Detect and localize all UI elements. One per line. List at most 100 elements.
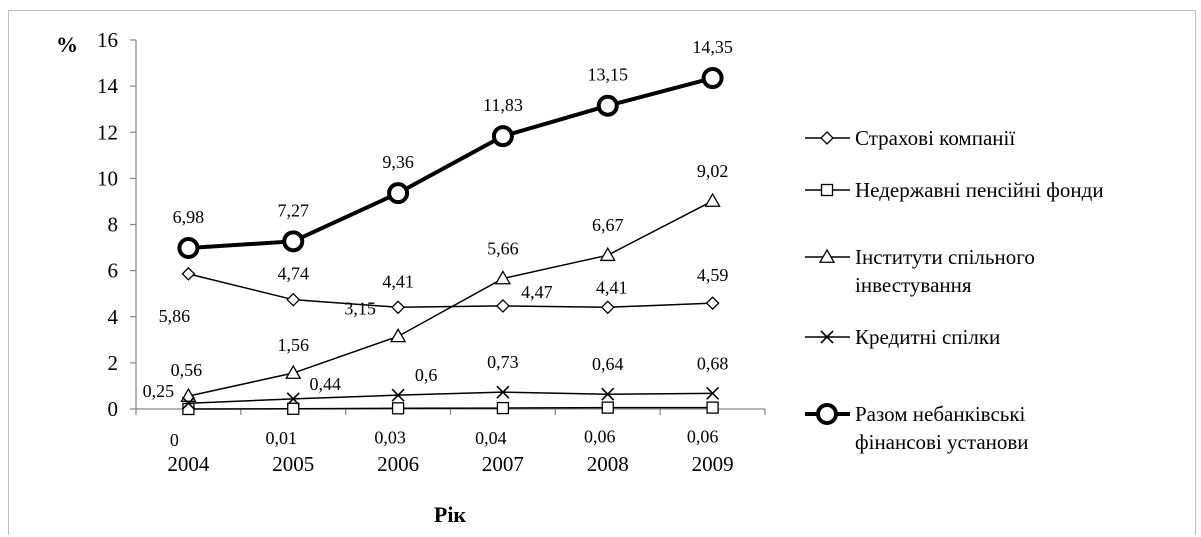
triangle-marker [494,270,512,285]
data-label: 4,59 [697,265,729,285]
y-tick-label: 12 [97,120,118,144]
x-marker-stroke [391,388,405,402]
x-marker-stroke [496,385,510,399]
triangle-marker [180,387,197,402]
square-marker [287,402,300,415]
circle-marker [491,125,514,148]
legend-label: фінансові установи [855,430,1029,454]
data-label: 5,66 [487,238,519,258]
diamond-marker [705,296,720,311]
data-label: 0,03 [374,427,406,447]
legend-diamond-marker [820,131,834,145]
series-line [188,76,714,251]
legend-label: Недержавні пенсійні фонди [855,178,1104,202]
series-line [188,391,713,404]
circle-marker [596,94,619,117]
x-tick-label: 2004 [167,452,210,476]
x-marker-stroke [820,330,834,344]
y-tick-label: 0 [108,397,119,421]
legend-label: Інститути спільного [855,245,1035,269]
series-line [188,200,713,397]
x-marker-stroke [601,387,615,401]
data-label: 5,86 [159,306,191,326]
legend-triangle-marker [818,248,836,263]
data-label: 0,56 [171,360,203,380]
data-label: 0,25 [143,381,175,401]
data-label: 9,36 [382,152,414,172]
x-tick-label: 2008 [587,452,629,476]
x-marker [181,396,195,410]
data-label: 0 [170,430,179,450]
y-tick-label: 8 [108,213,119,237]
data-label: 6,67 [592,215,624,235]
triangle-marker [599,246,616,262]
x-marker-stroke [706,386,720,400]
series-layer [177,67,724,416]
triangle-marker [389,328,407,343]
data-label: 0,04 [475,428,507,448]
x-marker [286,392,300,406]
data-label: 1,56 [278,335,310,355]
y-tick-label: 4 [108,305,119,329]
legend-entry-1: Страхові компанії [805,126,1015,150]
x-axis-label: Рік [434,502,467,527]
x-marker-stroke [286,392,300,406]
data-label: 3,15 [344,298,376,318]
data-label: 9,02 [697,161,729,181]
square-marker [601,401,614,414]
series-4 [181,385,720,410]
legend-label: Страхові компанії [855,126,1015,150]
data-label: 4,41 [382,271,414,291]
x-marker [706,386,720,400]
x-tick-label: 2009 [692,452,734,476]
series-5 [177,67,724,260]
data-label: 0,06 [584,427,616,447]
x-marker [601,387,615,401]
chart-axes: 0 2 4 6 8 10 12 14 16 2004 2005 2006 2007 2008 2009 [97,28,766,476]
legend-square-marker [820,183,834,197]
y-tick-label: 2 [108,351,119,375]
data-labels-layer: 5,86 4,74 4,41 4,47 4,41 4,59 0 0,01 0,03 0,04 0,0… [143,37,733,450]
legend-circle-marker [816,403,838,425]
x-marker [391,388,405,402]
diamond-marker [286,292,301,307]
x-marker [496,385,510,399]
data-label: 4,47 [521,282,553,302]
series-line [188,406,713,410]
data-label: 6,98 [173,207,205,227]
diamond-marker [600,300,615,315]
data-label: 0,01 [266,428,298,448]
data-label: 0,64 [592,354,624,374]
data-label: 0,06 [687,427,719,447]
legend-entry-4: Кредитні спілки [805,325,1000,349]
square-marker [182,402,195,416]
legend-label: Разом небанківські [855,402,1026,426]
y-axis-label: % [56,32,78,57]
data-label: 0,73 [487,352,519,372]
series-1 [181,266,720,315]
diamond-marker [181,266,196,281]
legend-entry-2: Недержавні пенсійні фонди [805,178,1104,202]
legend-entry-5: Разом небанківські фінансові установи [805,402,1029,454]
x-tick-label: 2007 [482,452,524,476]
legend-entry-3: Інститути спільного інвестування [805,245,1035,297]
data-label: 4,74 [278,264,310,284]
square-marker [496,401,510,415]
legend-label: Кредитні спілки [855,325,1000,349]
triangle-marker [704,192,721,207]
data-label: 0,6 [415,365,438,385]
x-tick-label: 2006 [377,452,419,476]
diamond-marker [495,298,510,313]
data-label: 7,27 [278,200,310,220]
data-label: 0,68 [697,353,729,373]
circle-marker [701,67,724,90]
circle-marker [387,182,410,205]
y-tick-label: 14 [97,74,119,98]
y-tick-label: 10 [97,166,118,190]
legend-label: інвестування [855,273,972,297]
chart-frame [8,10,1196,535]
data-label: 4,41 [596,277,628,297]
data-label: 0,44 [310,374,342,394]
data-label: 14,35 [692,37,733,57]
